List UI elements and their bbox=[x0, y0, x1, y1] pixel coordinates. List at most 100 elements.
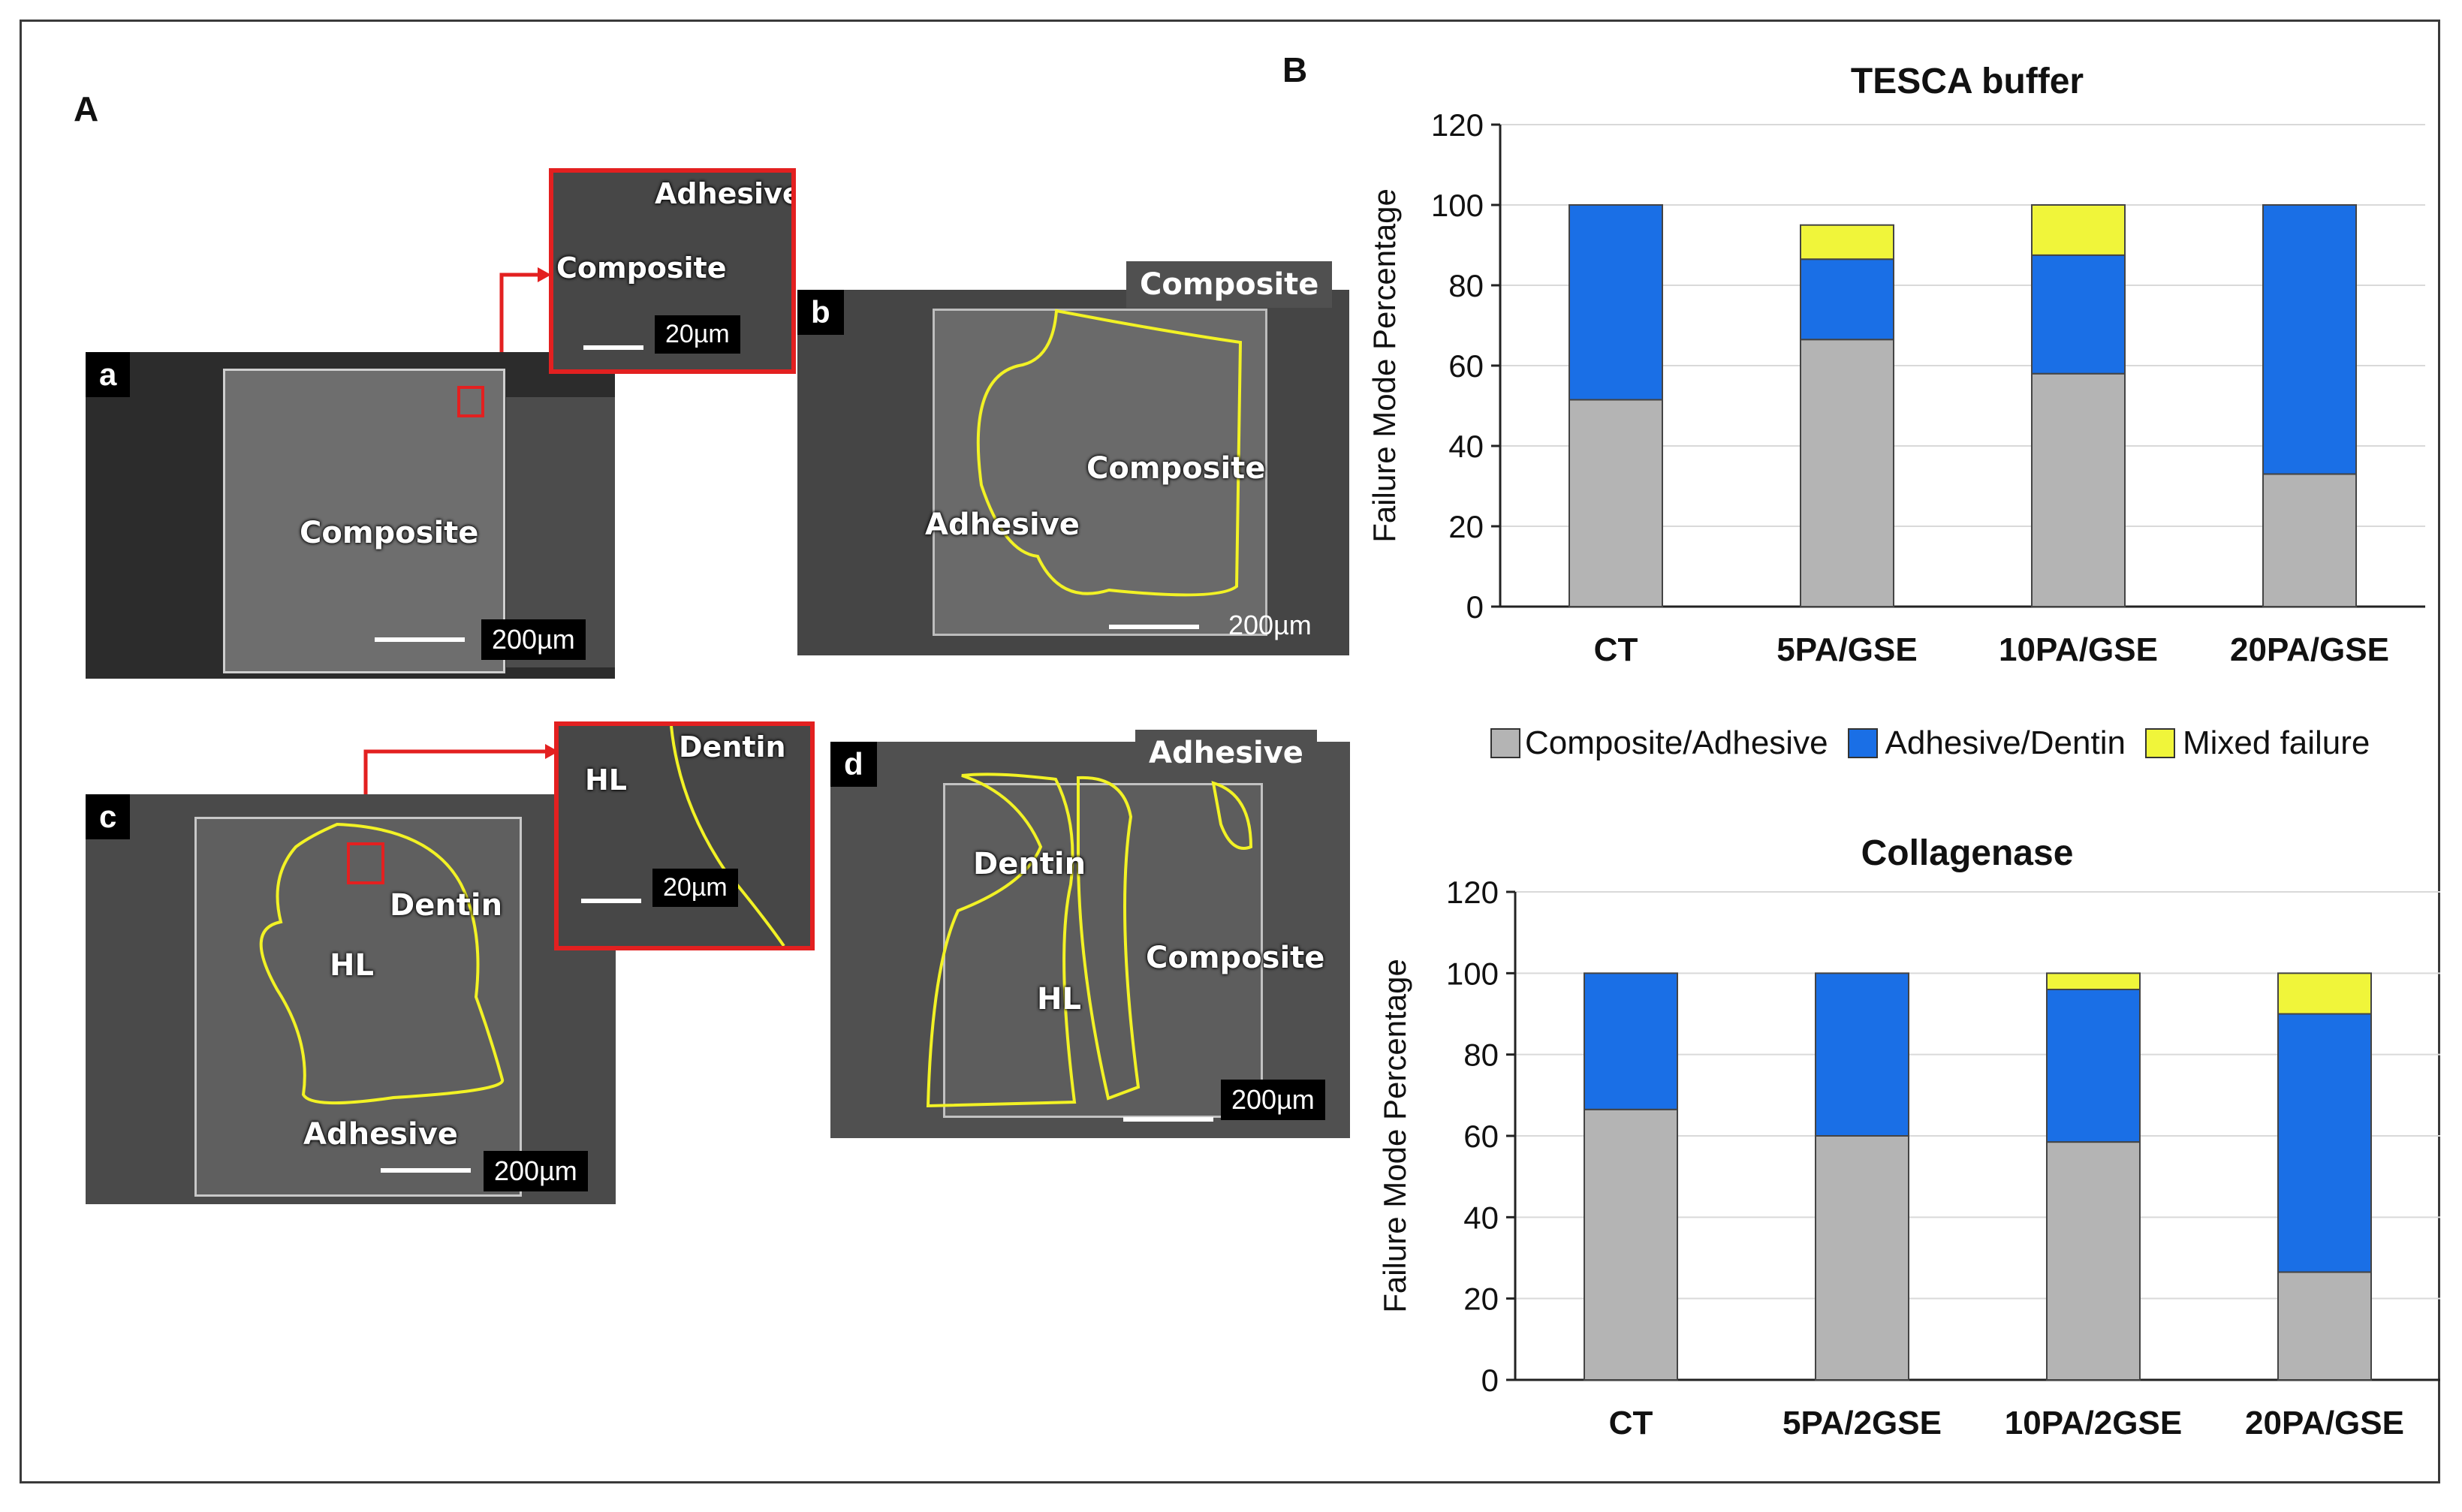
micrograph-a: a Composite 200µm bbox=[86, 352, 615, 679]
outline-d-composite bbox=[1077, 776, 1141, 1101]
chart-legend: Composite/Adhesive Adhesive/Dentin Mixed… bbox=[1490, 721, 2370, 766]
tag-adhesive: Adhesive bbox=[1135, 730, 1317, 776]
outline-c bbox=[259, 822, 505, 1105]
x-tick-label: CT bbox=[1609, 1405, 1653, 1441]
y-axis-label: Failure Mode Percentage bbox=[1367, 188, 1402, 543]
x-tick-label: 5PA/2GSE bbox=[1782, 1405, 1942, 1441]
bar-composite-adhesive-5pa-gse bbox=[1800, 339, 1894, 607]
legend-swatch-composite-adhesive bbox=[1490, 728, 1520, 758]
legend-swatch-adhesive-dentin bbox=[1847, 728, 1878, 758]
bar-adhesive-dentin-5pa-2gse bbox=[1815, 972, 1909, 1137]
legend-swatch-mixed-failure bbox=[2144, 728, 2175, 758]
scale-label: 200µm bbox=[481, 619, 586, 660]
y-tick-label: 120 bbox=[1431, 107, 1484, 143]
scale-bar bbox=[375, 637, 465, 642]
x-tick-label: 10PA/GSE bbox=[1999, 631, 2158, 668]
inset-outline-c bbox=[670, 726, 785, 946]
chart-title: TESCA buffer bbox=[1851, 62, 2084, 101]
y-tick-label: 60 bbox=[1448, 348, 1484, 384]
inset-label-dentin: Dentin bbox=[679, 730, 786, 764]
bar-composite-adhesive-5pa-2gse bbox=[1815, 1135, 1909, 1381]
label-composite: Composite bbox=[300, 516, 479, 550]
y-axis-label: Failure Mode Percentage bbox=[1377, 959, 1412, 1313]
bar-composite-adhesive-20pa-gse bbox=[2262, 473, 2357, 608]
bar-composite-adhesive-ct bbox=[1569, 399, 1663, 607]
panel-label-b: B bbox=[1282, 50, 1308, 89]
connector-a-arrowhead bbox=[538, 267, 551, 282]
bar-composite-adhesive-10pa-gse bbox=[2031, 372, 2126, 607]
outline-d-hl bbox=[926, 773, 1077, 1108]
bar-adhesive-dentin-20pa-gse bbox=[2262, 204, 2357, 475]
bar-composite-adhesive-ct bbox=[1584, 1108, 1678, 1381]
inset-marker-a bbox=[457, 386, 484, 417]
label-dentin: Dentin bbox=[973, 847, 1086, 881]
scale-label: 200µm bbox=[1228, 610, 1312, 640]
specimen-a bbox=[223, 369, 505, 673]
label-composite: Composite bbox=[1146, 941, 1325, 975]
micrograph-c: c Dentin HL Adhesive 200µm bbox=[86, 794, 616, 1204]
y-tick-label: 80 bbox=[1463, 1038, 1499, 1073]
bar-mixed-failure-20pa-gse bbox=[2277, 972, 2372, 1015]
bar-mixed-failure-10pa-gse bbox=[2031, 204, 2126, 256]
inset-c: Dentin HL 20µm bbox=[554, 721, 815, 950]
x-tick-label: 10PA/2GSE bbox=[2005, 1405, 2182, 1441]
y-tick-label: 0 bbox=[1466, 589, 1484, 625]
inset-scale-bar bbox=[581, 899, 641, 903]
x-tick-label: 5PA/GSE bbox=[1776, 631, 1917, 668]
micrograph-b: b Composite Adhesive 200µm bbox=[797, 290, 1349, 655]
bar-mixed-failure-5pa-gse bbox=[1800, 224, 1894, 261]
y-tick-label: 100 bbox=[1446, 956, 1499, 991]
y-tick-label: 40 bbox=[1448, 429, 1484, 464]
bar-adhesive-dentin-5pa-gse bbox=[1800, 258, 1894, 341]
scale-label: 200µm bbox=[484, 1151, 588, 1191]
micrograph-letter-b: b bbox=[797, 290, 844, 335]
micrograph-letter-d: d bbox=[830, 742, 877, 787]
legend-label-composite-adhesive: Composite/Adhesive bbox=[1525, 724, 1828, 761]
micrograph-d: d Dentin HL Composite 200µm bbox=[830, 742, 1350, 1138]
inset-scale-label: 20µm bbox=[655, 315, 740, 354]
y-tick-label: 20 bbox=[1463, 1282, 1499, 1317]
label-dentin: Dentin bbox=[390, 888, 503, 923]
label-adhesive: Adhesive bbox=[303, 1117, 458, 1152]
label-adhesive: Adhesive bbox=[925, 508, 1080, 542]
bar-adhesive-dentin-10pa-2gse bbox=[2046, 989, 2141, 1143]
specimen-c bbox=[194, 817, 522, 1197]
bar-mixed-failure-10pa-2gse bbox=[2046, 972, 2141, 991]
y-tick-label: 20 bbox=[1448, 509, 1484, 544]
tag-composite: Composite bbox=[1126, 261, 1333, 308]
y-tick-label: 120 bbox=[1446, 875, 1499, 910]
y-tick-label: 80 bbox=[1448, 268, 1484, 303]
specimen-b bbox=[933, 309, 1267, 636]
inset-a: Adhesive Composite 20µm bbox=[549, 168, 796, 374]
scale-bar bbox=[1109, 625, 1199, 629]
label-hl: HL bbox=[1037, 982, 1081, 1017]
bar-adhesive-dentin-ct bbox=[1584, 972, 1678, 1110]
connector-c-arrowhead bbox=[545, 744, 559, 759]
inset-label-hl: HL bbox=[585, 764, 628, 797]
legend-label-adhesive-dentin: Adhesive/Dentin bbox=[1885, 724, 2126, 761]
scale-bar bbox=[381, 1168, 471, 1173]
label-hl: HL bbox=[330, 948, 374, 983]
inset-scale-label: 20µm bbox=[652, 869, 738, 907]
scale-bar bbox=[1123, 1117, 1213, 1122]
outline-d-adhesive bbox=[1211, 781, 1253, 850]
label-composite: Composite bbox=[1086, 451, 1266, 486]
x-tick-label: 20PA/GSE bbox=[2230, 631, 2389, 668]
x-tick-label: CT bbox=[1594, 631, 1638, 668]
y-tick-label: 100 bbox=[1431, 188, 1484, 223]
bar-adhesive-dentin-20pa-gse bbox=[2277, 1013, 2372, 1273]
scale-label: 200µm bbox=[1221, 1080, 1325, 1120]
y-tick-label: 0 bbox=[1481, 1363, 1499, 1398]
y-tick-label: 40 bbox=[1463, 1200, 1499, 1235]
inset-label-composite: Composite bbox=[556, 251, 727, 285]
micrograph-letter-a: a bbox=[86, 352, 131, 397]
bar-composite-adhesive-10pa-2gse bbox=[2046, 1141, 2141, 1381]
chart-title: Collagenase bbox=[1861, 833, 2074, 873]
bar-composite-adhesive-20pa-gse bbox=[2277, 1271, 2372, 1381]
micrograph-letter-c: c bbox=[86, 794, 131, 839]
inset-marker-c bbox=[347, 842, 384, 884]
x-tick-label: 20PA/GSE bbox=[2245, 1405, 2404, 1441]
outline-b bbox=[976, 309, 1243, 597]
legend-label-mixed-failure: Mixed failure bbox=[2182, 724, 2370, 761]
